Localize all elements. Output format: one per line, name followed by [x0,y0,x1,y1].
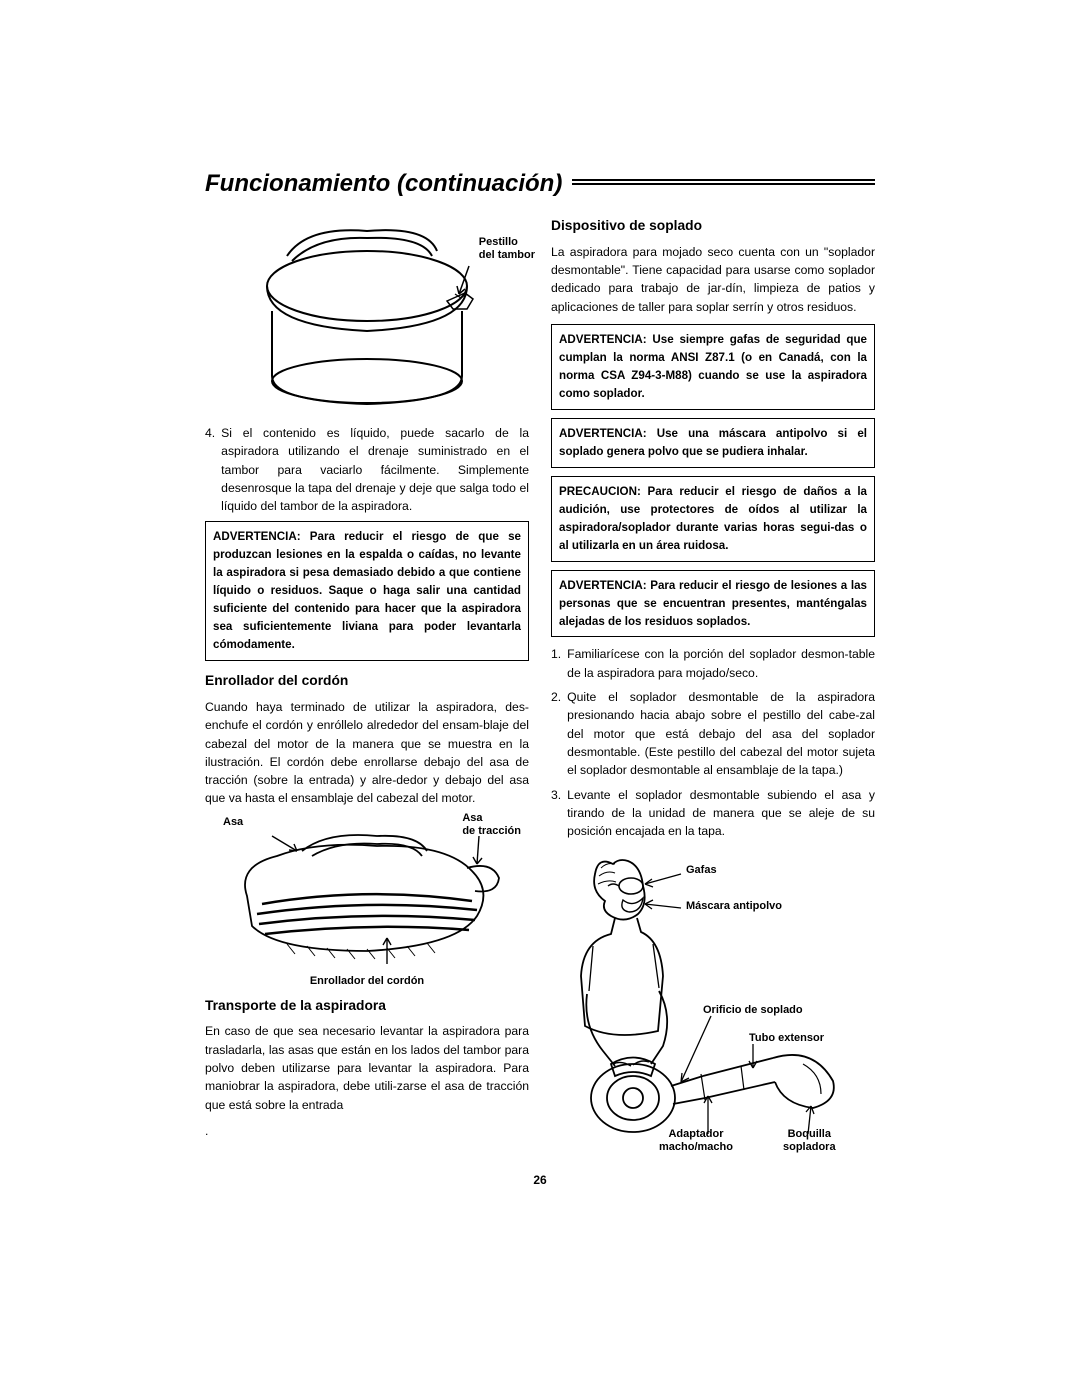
page-number: 26 [0,1173,1080,1187]
step-number: 1. [551,645,561,682]
step-number: 3. [551,786,561,841]
heading-transport: Transporte de la aspiradora [205,996,529,1017]
step-text: Familiarícese con la porción del soplado… [567,645,875,682]
title-text: Funcionamiento (continuación) [205,170,562,198]
step-number: 2. [551,688,561,779]
label-mascara: Máscara antipolvo [686,900,782,913]
warning-lift: ADVERTENCIA: Para reducir el riesgo de q… [205,521,529,661]
warning-bystanders: ADVERTENCIA: Para reducir el riesgo de l… [551,570,875,638]
right-column: Dispositivo de soplado La aspiradora par… [551,216,875,1164]
figure-person-blower: Gafas Máscara antipolvo Orificio de sopl… [551,846,875,1156]
para-blower: La aspiradora para mojado seco cuenta co… [551,243,875,316]
warning-dust-mask: ADVERTENCIA: Use una máscara antipolvo s… [551,418,875,468]
heading-blower: Dispositivo de soplado [551,216,875,237]
blower-step-3: 3. Levante el soplador desmontable subie… [551,786,875,841]
label-asa: Asa [223,816,243,829]
label-boquilla: Boquilla sopladora [783,1128,836,1154]
blower-step-2: 2. Quite el soplador desmontable de la a… [551,688,875,779]
page-title: Funcionamiento (continuación) [205,170,875,198]
step-text: Quite el soplador desmontable de la aspi… [567,688,875,779]
label-tubo: Tubo extensor [749,1032,824,1045]
two-column-layout: Pestillo del tambor 4. Si el contenido e… [205,216,875,1164]
figure-drum-latch: Pestillo del tambor [205,216,529,416]
label-asa-traccion: Asa de tracción [462,812,521,838]
label-adaptador: Adaptador macho/macho [659,1128,733,1154]
label-cord-wrap: Enrollador del cordón [205,975,529,988]
para-transport-period: . [205,1122,529,1140]
step-4: 4. Si el contenido es líquido, puede sac… [205,424,529,515]
para-cord: Cuando haya terminado de utilizar la asp… [205,698,529,808]
label-gafas: Gafas [686,864,717,877]
label-orificio: Orificio de soplado [703,1004,803,1017]
label-drum-latch: Pestillo del tambor [479,236,535,262]
figure-cord-wrap: Asa Asa de tracción Enrollador del cordó… [205,816,529,986]
step-text: Levante el soplador desmontable subiendo… [567,786,875,841]
blower-step-1: 1. Familiarícese con la porción del sopl… [551,645,875,682]
step-number: 4. [205,424,215,515]
title-rule [572,183,875,185]
heading-cord: Enrollador del cordón [205,671,529,692]
left-column: Pestillo del tambor 4. Si el contenido e… [205,216,529,1164]
step-text: Si el contenido es líquido, puede sacarl… [221,424,529,515]
caution-hearing: PRECAUCION: Para reducir el riesgo de da… [551,476,875,562]
warning-goggles: ADVERTENCIA: Use siempre gafas de seguri… [551,324,875,410]
para-transport: En caso de que sea necesario levantar la… [205,1022,529,1113]
